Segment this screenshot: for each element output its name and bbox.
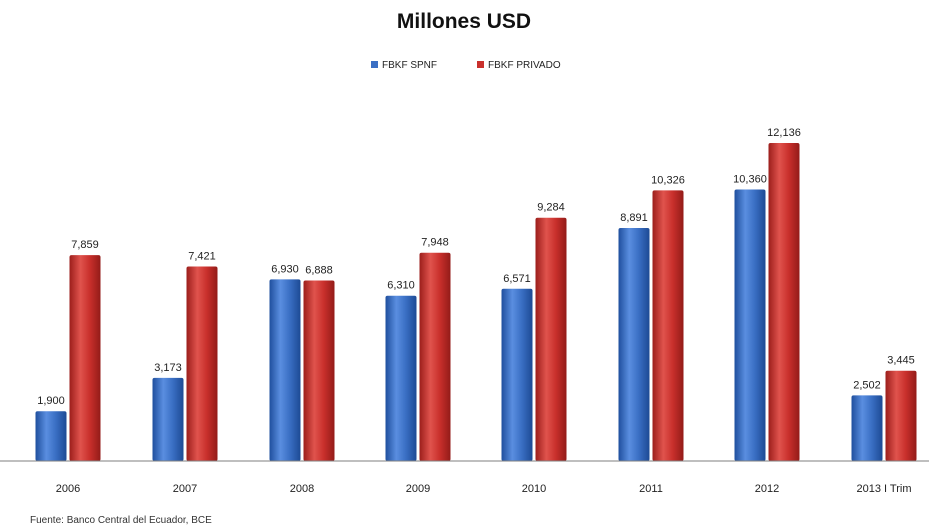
bar-privado-2013-i-trim <box>885 370 917 461</box>
value-label-spnf-2011: 8,891 <box>620 212 648 224</box>
value-label-privado-2012: 12,136 <box>767 127 801 139</box>
value-label-spnf-2013-i-trim: 2,502 <box>853 379 881 391</box>
value-label-privado-2013-i-trim: 3,445 <box>887 355 915 367</box>
bar-spnf-2008 <box>269 279 301 461</box>
value-label-spnf-2007: 3,173 <box>154 362 182 374</box>
x-ticks-layer: 2006 2007 2008 2009 2010 2011 2012 2013 I Trim <box>56 483 912 495</box>
source-note: Fuente: Banco Central del Ecuador, BCE <box>30 515 212 526</box>
value-label-spnf-2006: 1,900 <box>37 395 65 407</box>
bar-spnf-2007 <box>152 377 184 461</box>
x-tick-label: 2011 <box>639 483 663 495</box>
bar-spnf-2011 <box>618 228 650 461</box>
legend: FBKF SPNF FBKF PRIVADO <box>371 60 561 71</box>
value-labels-layer: 1,900 7,859 3,173 7,421 6,930 6,888 6,310 7,948… <box>37 127 915 407</box>
x-tick-label: 2013 I Trim <box>856 483 911 495</box>
bar-privado-2012 <box>768 143 800 461</box>
value-label-privado-2009: 7,948 <box>421 237 449 249</box>
value-label-privado-2011: 10,326 <box>651 174 685 186</box>
bar-spnf-2009 <box>385 295 417 461</box>
legend-label-privado: FBKF PRIVADO <box>488 60 561 71</box>
bar-privado-2010 <box>535 217 567 461</box>
bar-privado-2006 <box>69 255 101 461</box>
value-label-privado-2008: 6,888 <box>305 265 333 277</box>
x-tick-label: 2006 <box>56 483 80 495</box>
value-label-privado-2007: 7,421 <box>188 251 216 263</box>
x-tick-label: 2012 <box>755 483 779 495</box>
value-label-spnf-2010: 6,571 <box>503 273 531 285</box>
legend-swatch-privado <box>477 61 484 68</box>
legend-label-spnf: FBKF SPNF <box>382 60 437 71</box>
bar-spnf-2012 <box>734 189 766 461</box>
x-tick-label: 2009 <box>406 483 430 495</box>
bar-spnf-2013-i-trim <box>851 395 883 461</box>
bar-privado-2009 <box>419 252 451 461</box>
value-label-spnf-2012: 10,360 <box>733 174 767 186</box>
bar-privado-2007 <box>186 266 218 461</box>
bar-privado-2011 <box>652 190 684 461</box>
x-tick-label: 2010 <box>522 483 546 495</box>
value-label-spnf-2009: 6,310 <box>387 280 415 292</box>
legend-swatch-spnf <box>371 61 378 68</box>
bars-layer <box>35 143 917 461</box>
x-tick-label: 2007 <box>173 483 197 495</box>
bar-spnf-2006 <box>35 411 67 461</box>
x-tick-label: 2008 <box>290 483 314 495</box>
bar-privado-2008 <box>303 280 335 461</box>
chart-title: Millones USD <box>397 10 531 33</box>
bar-spnf-2010 <box>501 288 533 461</box>
value-label-privado-2006: 7,859 <box>71 239 99 251</box>
value-label-spnf-2008: 6,930 <box>271 263 299 275</box>
value-label-privado-2010: 9,284 <box>537 202 565 214</box>
